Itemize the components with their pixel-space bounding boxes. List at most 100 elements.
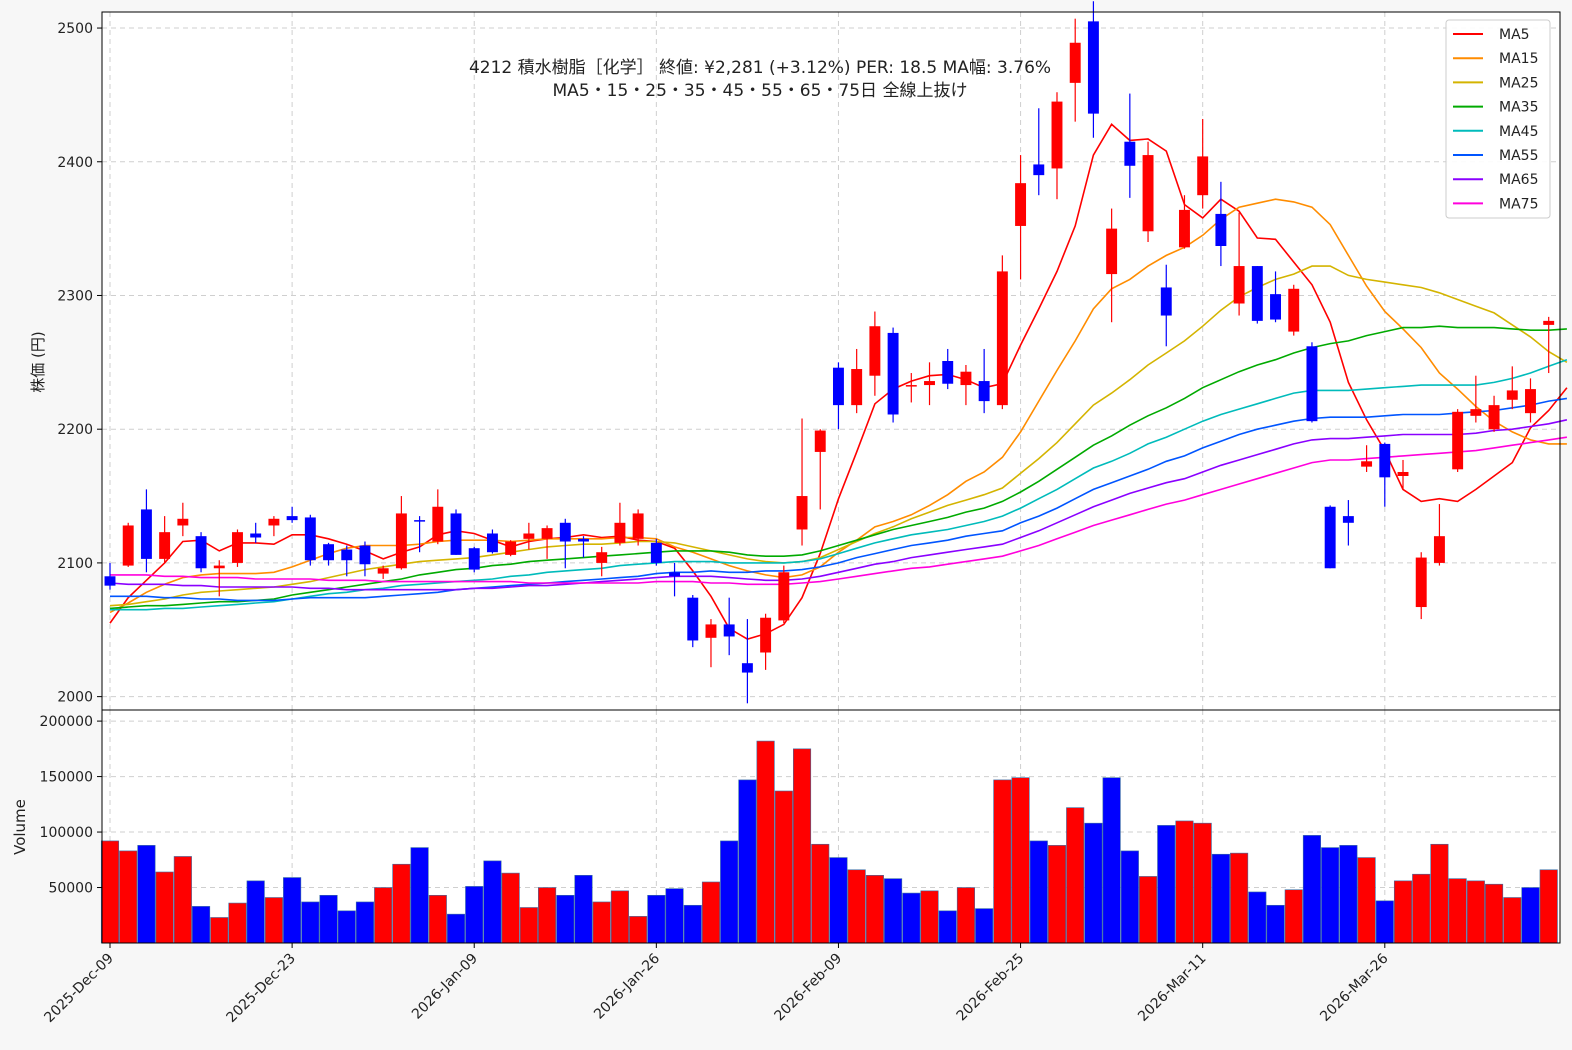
volume-bar: [629, 916, 648, 944]
candle-body: [323, 544, 334, 561]
volume-bar: [301, 901, 320, 944]
candle-body: [960, 371, 972, 386]
candle-body: [1251, 266, 1263, 321]
volume-bar: [1230, 852, 1249, 944]
volume-y-tick-label: 100000: [40, 825, 93, 841]
candle-body: [778, 572, 790, 621]
ma-line-ma5: [109, 123, 1568, 640]
volume-bar: [574, 875, 593, 944]
volume-bar: [264, 897, 283, 944]
candle-body: [996, 271, 1008, 406]
candle-body: [1415, 557, 1427, 608]
volume-bar: [337, 910, 356, 944]
volume-bar: [592, 901, 611, 944]
legend-label-ma65: MA65: [1499, 172, 1538, 188]
volume-bar: [556, 894, 575, 944]
ma-line-ma75: [110, 436, 1568, 586]
candle-body: [213, 565, 225, 569]
volume-bar: [374, 887, 393, 944]
ma-line-ma45: [110, 358, 1568, 611]
candlesticks: [104, 1, 1555, 704]
candle-body: [505, 541, 517, 555]
volume-bar: [392, 863, 411, 944]
candle-body: [1342, 516, 1354, 523]
volume-bar: [1539, 869, 1558, 944]
volume-bar: [1448, 878, 1467, 944]
volume-bar: [283, 877, 302, 944]
candle-body: [1179, 209, 1190, 248]
candle-body: [687, 597, 699, 641]
candle-body: [650, 542, 662, 563]
volume-plot-frame: [101, 709, 1561, 944]
volume-bar: [993, 779, 1012, 944]
candle-body: [632, 513, 644, 539]
volume-bar: [865, 875, 884, 944]
volume-bar: [1430, 843, 1449, 944]
volume-bar: [610, 890, 629, 944]
candle-body: [741, 663, 753, 673]
legend-label-ma25: MA25: [1499, 75, 1538, 91]
volume-bar: [1011, 777, 1030, 944]
volume-y-axis-label: Volume: [11, 799, 29, 855]
volume-bar: [683, 904, 702, 944]
candle-body: [760, 617, 772, 653]
candle-body: [669, 572, 681, 577]
volume-bar: [665, 888, 684, 944]
volume-bars: [100, 740, 1558, 944]
candle-body: [1379, 443, 1391, 478]
ma-line-ma55: [110, 397, 1568, 602]
volume-bar: [519, 907, 538, 944]
volume-bar: [100, 840, 120, 944]
candle-body: [1087, 21, 1099, 114]
volume-bar: [1029, 840, 1048, 944]
candle-body: [486, 533, 498, 553]
legend-label-ma15: MA15: [1499, 51, 1538, 67]
candle-body: [869, 326, 881, 376]
volume-bar: [1284, 889, 1303, 944]
candle-body: [1124, 141, 1136, 166]
candle-body: [140, 509, 152, 559]
candle-body: [1488, 405, 1500, 430]
volume-bar: [1521, 887, 1540, 944]
volume-bar: [701, 881, 721, 944]
candle-body: [1197, 156, 1209, 196]
price-panel: 2000 2100 2200 2300 2400 2500 株価 (円) 4212 積水樹…: [29, 1, 1568, 711]
candle-body: [1160, 287, 1172, 316]
candle-body: [1288, 288, 1300, 332]
volume-bar: [1248, 891, 1267, 944]
price-y-tick-label: 2100: [57, 556, 93, 572]
candle-body: [832, 367, 844, 406]
price-y-tick-label: 2000: [57, 690, 93, 706]
candle-body: [395, 513, 407, 569]
volume-bar: [1339, 845, 1358, 944]
candle-body: [1361, 461, 1373, 467]
volume-bar: [1139, 876, 1158, 944]
volume-bar: [1120, 850, 1139, 944]
candle-body: [578, 538, 589, 542]
volume-bar: [1157, 825, 1176, 944]
candle-body: [432, 506, 444, 542]
volume-bar: [1393, 880, 1413, 944]
candle-body: [978, 381, 990, 402]
candle-body: [596, 552, 608, 563]
volume-y-axis: 50000 100000 150000 200000: [40, 714, 102, 897]
volume-bar: [720, 840, 739, 944]
price-y-tick-label: 2300: [57, 288, 93, 304]
candle-body: [304, 517, 316, 561]
candle-body: [195, 536, 207, 569]
legend-box: [1445, 19, 1551, 219]
ma-line-ma65: [109, 419, 1568, 591]
price-y-tick-label: 2200: [57, 422, 93, 438]
candle-body: [1215, 213, 1227, 247]
volume-bar: [1412, 873, 1431, 944]
candle-body: [924, 381, 935, 386]
candle-body: [1051, 101, 1063, 169]
volume-bar: [647, 894, 666, 944]
candle-body: [541, 528, 553, 539]
candle-body: [268, 518, 280, 526]
candle-body: [723, 624, 735, 637]
volume-bar: [210, 917, 229, 944]
candle-body: [851, 369, 863, 406]
candle-body: [250, 533, 262, 538]
